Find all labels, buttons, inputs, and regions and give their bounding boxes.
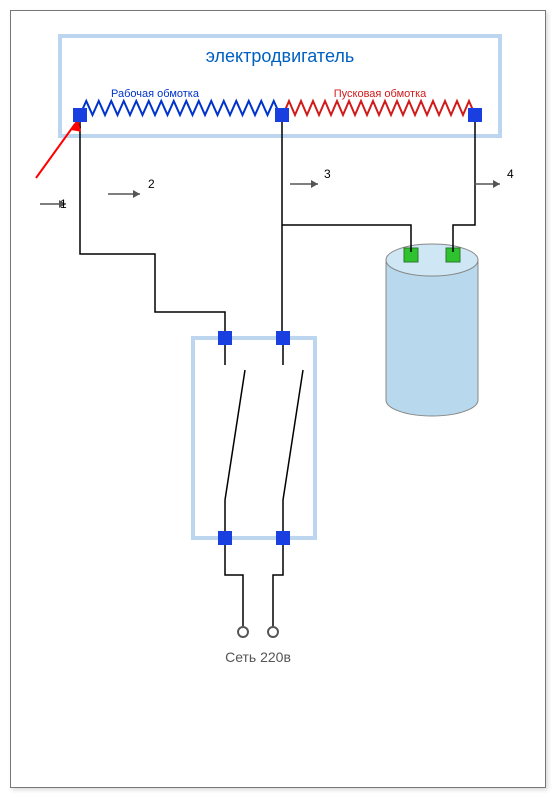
wire-switch-to-net-left xyxy=(225,538,243,626)
switch-contact-left xyxy=(225,370,245,500)
num-4: 4 xyxy=(507,167,514,181)
diagram-svg: электродвигатель Рабочая обмотка Пускова… xyxy=(0,0,556,800)
wire-right-to-cap xyxy=(453,120,475,252)
capacitor xyxy=(386,244,478,416)
num-arrow-3 xyxy=(290,180,318,188)
node-sw-tr xyxy=(276,331,290,345)
num-3: 3 xyxy=(324,167,331,181)
coil-left xyxy=(80,101,280,115)
wire-switch-to-net-right xyxy=(273,538,283,626)
node-sw-br xyxy=(276,531,290,545)
node-motor-left xyxy=(73,108,87,122)
num-arrow-2 xyxy=(108,190,140,198)
red-arrow xyxy=(36,124,75,178)
wire-middle-to-cap xyxy=(282,225,411,252)
switch-contact-right xyxy=(283,370,303,500)
node-sw-bl xyxy=(218,531,232,545)
num-2: 2 xyxy=(148,177,155,191)
net-terminal-left xyxy=(238,627,248,637)
node-motor-middle xyxy=(275,108,289,122)
coil-right xyxy=(283,101,475,115)
node-motor-right xyxy=(468,108,482,122)
motor-title: электродвигатель xyxy=(206,46,355,66)
num-arrow-4 xyxy=(474,180,500,188)
node-sw-tl xyxy=(218,331,232,345)
wire-1-to-switch xyxy=(80,126,225,338)
net-label: Сеть 220в xyxy=(225,649,291,665)
coil-left-label: Рабочая обмотка xyxy=(111,88,200,100)
num-1: 1 xyxy=(60,197,67,211)
switch-box xyxy=(193,338,315,538)
net-terminal-right xyxy=(268,627,278,637)
coil-right-label: Пусковая обмотка xyxy=(334,88,427,100)
